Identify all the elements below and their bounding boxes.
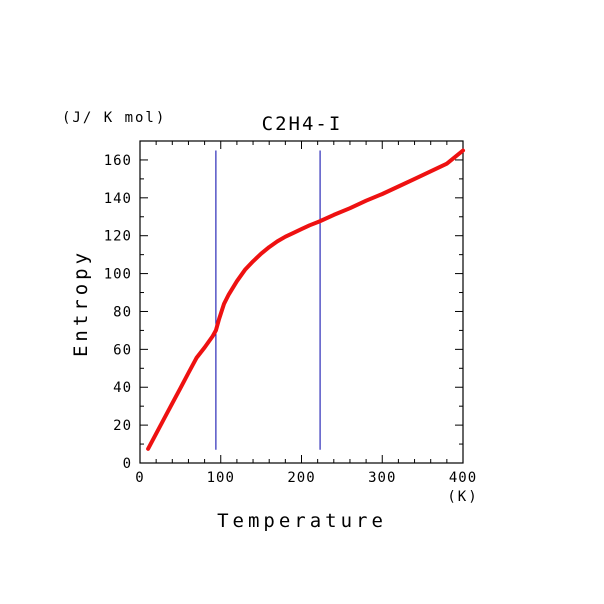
- y-tick-label: 140: [104, 191, 132, 207]
- y-tick-label: 160: [104, 153, 132, 169]
- x-tick-label: 300: [368, 470, 396, 486]
- x-tick-label: 400: [449, 470, 477, 486]
- y-unit-label: (J/ K mol): [62, 110, 166, 126]
- y-tick-label: 120: [104, 229, 132, 245]
- x-tick-label: 100: [207, 470, 235, 486]
- entropy-series-line: [146, 148, 465, 451]
- x-axis-label: Temperature: [217, 510, 387, 532]
- chart-title: C2H4-I: [262, 113, 343, 135]
- y-tick-label: 0: [123, 456, 132, 472]
- y-tick-label: 80: [113, 304, 132, 320]
- x-tick-label: 200: [287, 470, 315, 486]
- y-axis-label: Entropy: [70, 249, 92, 357]
- plot-frame: [139, 140, 464, 464]
- y-tick-label: 60: [113, 342, 132, 358]
- x-unit-label: (K): [447, 489, 478, 505]
- y-tick-label: 20: [113, 418, 132, 434]
- y-tick-label: 40: [113, 380, 132, 396]
- plot-area: 0 100 200 300 400 0 20 40 60 80 100 120 140 160: [104, 140, 477, 486]
- x-tick-label: 0: [135, 470, 144, 486]
- y-tick-label: 100: [104, 267, 132, 283]
